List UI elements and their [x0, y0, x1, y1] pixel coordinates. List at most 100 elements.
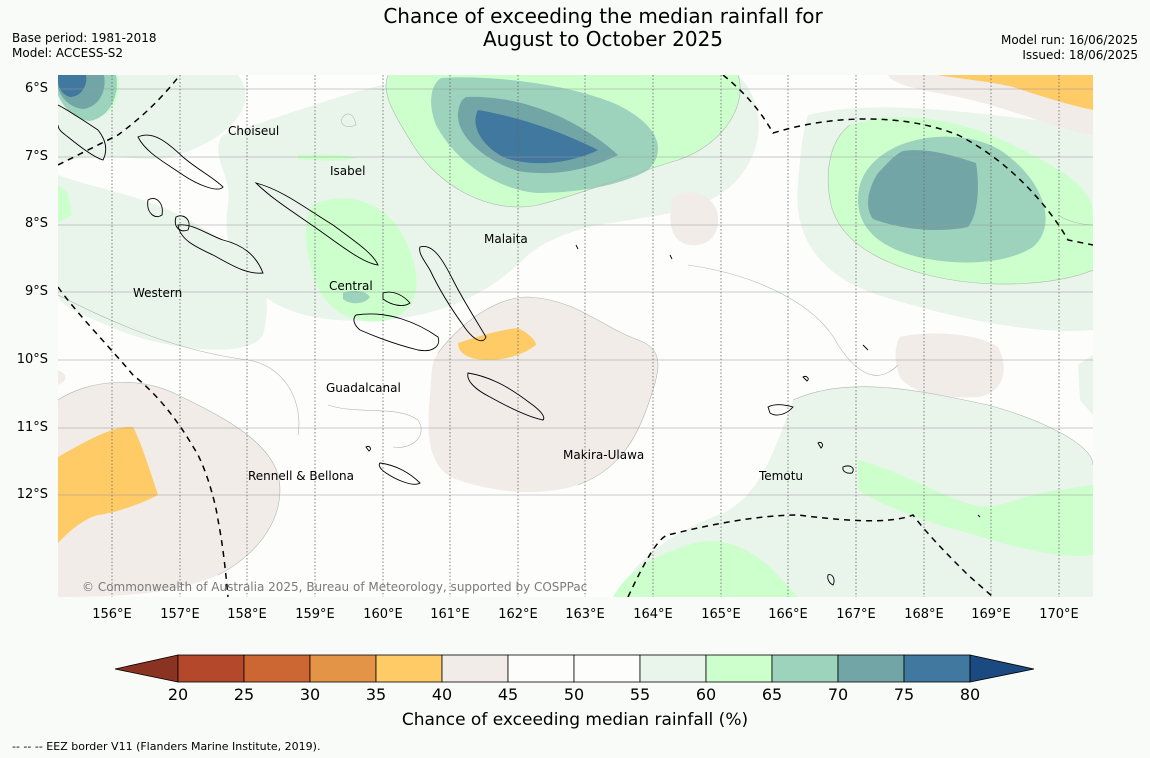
- eez-legend: -- -- -- EEZ border V11 (Flanders Marine…: [12, 740, 321, 753]
- tikopia-coast: [817, 442, 823, 449]
- contour-lines: [58, 75, 1093, 576]
- lon-label-164e: 164°E: [633, 607, 673, 622]
- colorbar-tick-80: 80: [959, 685, 981, 704]
- base-info: Base period: 1981-2018 Model: ACCESS-S2: [12, 31, 157, 61]
- lon-label-156e: 156°E: [92, 607, 132, 622]
- sikaiana-coast: [669, 254, 673, 260]
- lon-label-169e: 169°E: [971, 607, 1011, 622]
- eez-border: [58, 75, 1093, 597]
- lon-label-163e: 163°E: [565, 607, 605, 622]
- region-temotu: Temotu: [759, 469, 804, 483]
- lon-label-158e: 158°E: [227, 607, 267, 622]
- region-choiseul: Choiseul: [228, 124, 280, 138]
- colorbar-tick-75: 75: [893, 685, 915, 704]
- colorbar-tick-60: 60: [695, 685, 717, 704]
- vella-lavella-coast: [147, 198, 163, 218]
- ontong-java-coast: [575, 244, 579, 250]
- coastlines: [58, 104, 981, 586]
- colorbar-bin-75-80: [903, 654, 971, 683]
- latitude-gridlines: [58, 88, 1093, 496]
- lat-label-9s: 9°S: [24, 284, 48, 299]
- map-area: [58, 75, 1093, 597]
- duff-islands-coast: [862, 344, 869, 351]
- colorbar-bin-55-60: [639, 654, 707, 683]
- reef-islands-coast: [802, 376, 809, 382]
- colorbar-tick-35: 35: [365, 685, 387, 704]
- malaita-coast: [419, 246, 487, 342]
- anuta-coast: [842, 465, 854, 474]
- colorbar-bin-30-35: [309, 654, 377, 683]
- colorbar-extend-high: [969, 654, 1035, 683]
- colorbar-tick-65: 65: [761, 685, 783, 704]
- choiseul-coast: [137, 134, 224, 190]
- nggela-coast: [382, 291, 411, 306]
- lat-label-10s: 10°S: [16, 352, 48, 367]
- region-rennell-bellona: Rennell & Bellona: [248, 469, 355, 483]
- lon-label-167e: 167°E: [836, 607, 876, 622]
- colorbar-extend-low: [114, 654, 179, 683]
- colorbar-bin-50-55: [573, 654, 641, 683]
- contour-35-40: [58, 75, 1093, 543]
- colorbar-tick-40: 40: [431, 685, 453, 704]
- region-isabel: Isabel: [330, 164, 366, 178]
- lon-label-170e: 170°E: [1039, 607, 1079, 622]
- colorbar-tick-30: 30: [299, 685, 321, 704]
- colorbar-bin-60-65: [705, 654, 773, 683]
- kolombangara-coast: [174, 215, 190, 232]
- colorbar-bin-35-40: [375, 654, 443, 683]
- colorbar-tick-50: 50: [563, 685, 585, 704]
- bougainville-coast: [58, 104, 107, 161]
- colorbar-title: Chance of exceeding median rainfall (%): [401, 710, 749, 730]
- contour-75-80: [58, 75, 598, 164]
- lat-label-7s: 7°S: [24, 149, 48, 164]
- colorbar-bin-20-25: [177, 654, 245, 683]
- colorbar-bin-70-75: [837, 654, 905, 683]
- lon-label-162e: 162°E: [498, 607, 538, 622]
- guadalcanal-coast: [353, 313, 440, 352]
- lon-label-161e: 161°E: [430, 607, 470, 622]
- colorbar-tick-45: 45: [497, 685, 519, 704]
- lon-label-168e: 168°E: [904, 607, 944, 622]
- region-guadalcanal: Guadalcanal: [326, 381, 401, 395]
- santa-cruz-coast: [767, 404, 794, 416]
- lat-label-11s: 11°S: [16, 420, 48, 435]
- colorbar-tick-20: 20: [167, 685, 189, 704]
- isabel-coast: [254, 182, 379, 266]
- colorbar-bin-45-50: [507, 654, 575, 683]
- map-title-line1: Chance of exceeding the median rainfall …: [383, 4, 823, 28]
- lat-label-12s: 12°S: [16, 487, 48, 502]
- lon-label-166e: 166°E: [768, 607, 808, 622]
- rennell-coast: [378, 462, 421, 485]
- map-title-line2: August to October 2025: [482, 27, 724, 51]
- region-makira-ulawa: Makira-Ulawa: [563, 448, 645, 462]
- longitude-gridlines: [111, 75, 1060, 597]
- copyright-notice: © Commonwealth of Australia 2025, Bureau…: [82, 580, 588, 594]
- colorbar-tick-70: 70: [827, 685, 849, 704]
- run-info: Model run: 16/06/2025 Issued: 18/06/2025: [1001, 33, 1138, 63]
- lat-label-6s: 6°S: [24, 81, 48, 96]
- colorbar: [114, 654, 1035, 683]
- lon-label-165e: 165°E: [701, 607, 741, 622]
- colorbar-bin-40-45: [441, 654, 509, 683]
- issued-date: Issued: 18/06/2025: [1022, 48, 1138, 62]
- base-period: Base period: 1981-2018: [12, 31, 157, 45]
- lon-label-157e: 157°E: [160, 607, 200, 622]
- colorbar-bin-65-70: [771, 654, 839, 683]
- lon-label-160e: 160°E: [363, 607, 403, 622]
- colorbar-bin-25-30: [243, 654, 311, 683]
- region-western: Western: [133, 286, 183, 300]
- colorbar-tick-55: 55: [629, 685, 651, 704]
- new-georgia-coast: [177, 224, 264, 274]
- rainfall-map: [58, 75, 1093, 597]
- model-name: Model: ACCESS-S2: [12, 46, 124, 60]
- fataka-coast: [827, 574, 835, 586]
- lat-label-8s: 8°S: [24, 216, 48, 231]
- region-malaita: Malaita: [484, 232, 528, 246]
- bellona-coast: [365, 446, 371, 452]
- vanikoro-coast: [977, 514, 981, 518]
- makira-coast: [467, 372, 545, 421]
- region-central: Central: [329, 279, 373, 293]
- lon-label-159e: 159°E: [295, 607, 335, 622]
- colorbar-tick-25: 25: [233, 685, 255, 704]
- model-run: Model run: 16/06/2025: [1000, 33, 1138, 47]
